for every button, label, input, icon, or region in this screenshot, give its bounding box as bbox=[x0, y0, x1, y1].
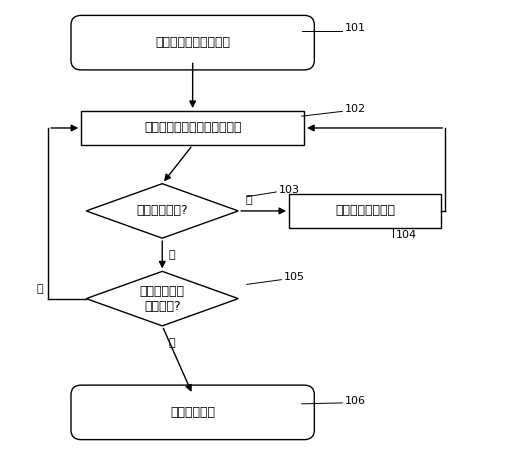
Polygon shape bbox=[86, 183, 238, 238]
Text: 终端应用请求发送数据: 终端应用请求发送数据 bbox=[155, 36, 230, 49]
Text: 105: 105 bbox=[284, 272, 305, 283]
Text: 通过射频电路发送一帧数据包: 通过射频电路发送一帧数据包 bbox=[144, 121, 241, 135]
Bar bbox=[81, 111, 304, 145]
Text: 104: 104 bbox=[395, 229, 417, 240]
Text: 是: 是 bbox=[37, 284, 43, 294]
FancyBboxPatch shape bbox=[71, 15, 314, 70]
Polygon shape bbox=[86, 271, 238, 326]
Text: 103: 103 bbox=[279, 184, 300, 195]
Text: 是否需要继续
发送数据?: 是否需要继续 发送数据? bbox=[140, 284, 185, 313]
Bar bbox=[289, 194, 441, 228]
Text: 是: 是 bbox=[168, 250, 175, 260]
Text: 关闭射频电路: 关闭射频电路 bbox=[170, 406, 215, 419]
Text: 是否发送成功?: 是否发送成功? bbox=[136, 204, 188, 218]
Text: 否: 否 bbox=[246, 195, 252, 205]
Text: 否: 否 bbox=[168, 338, 175, 348]
Text: 102: 102 bbox=[345, 104, 366, 114]
FancyBboxPatch shape bbox=[71, 385, 314, 440]
Text: 101: 101 bbox=[345, 23, 366, 34]
Text: 加入重试发送队列: 加入重试发送队列 bbox=[335, 204, 395, 218]
Text: 106: 106 bbox=[345, 395, 366, 406]
